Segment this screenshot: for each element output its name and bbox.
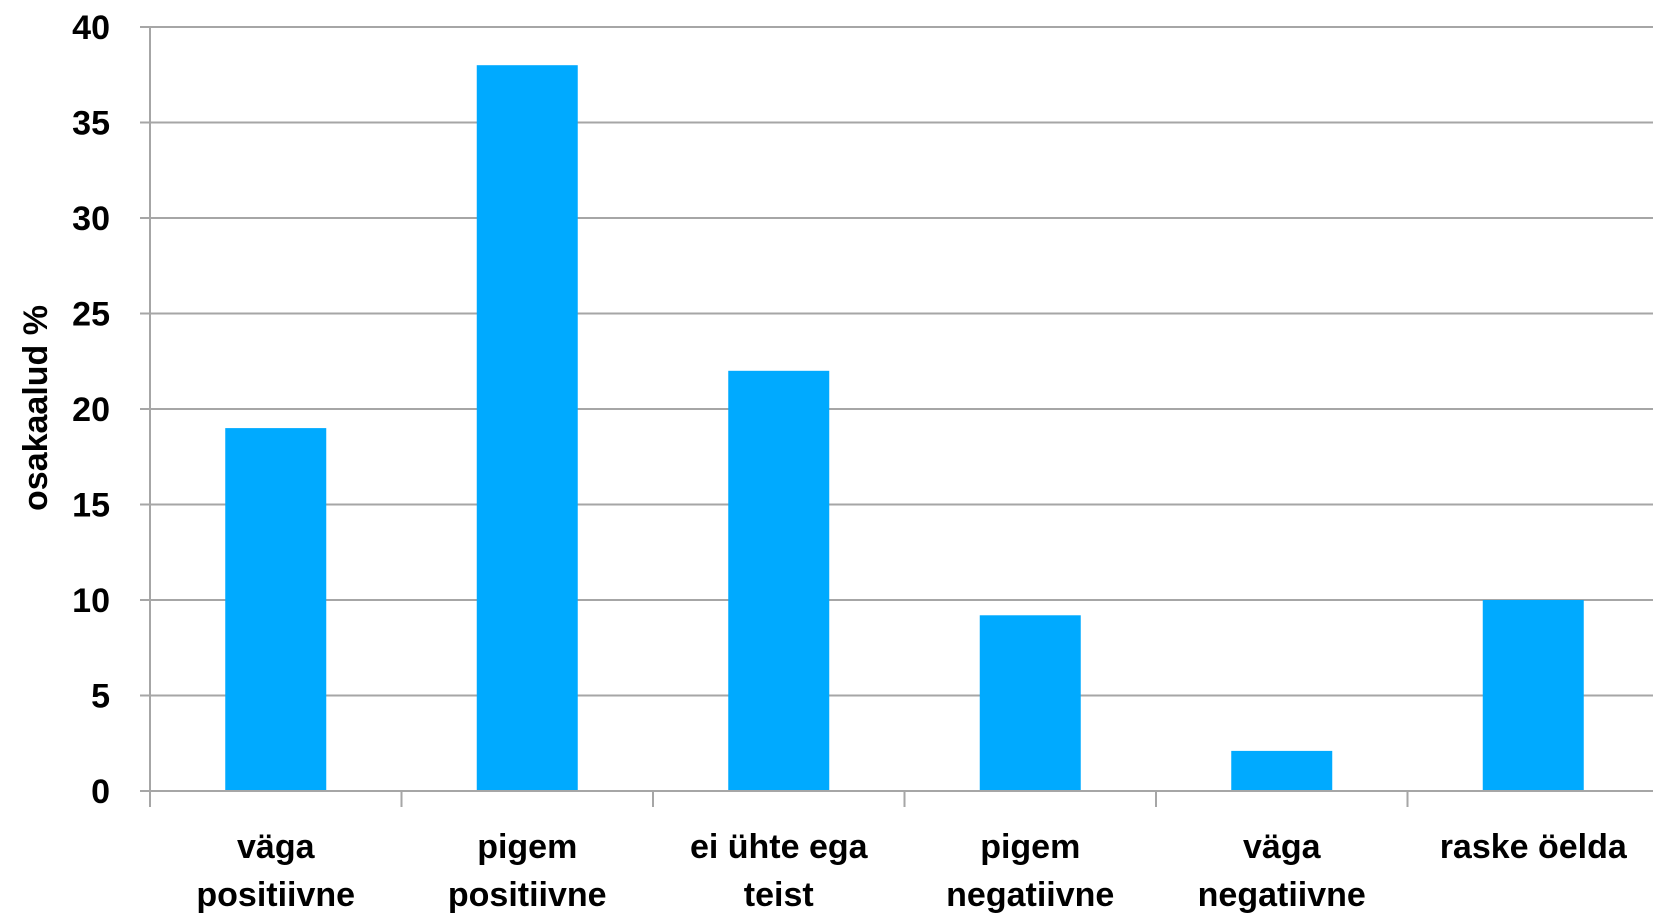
y-tick-label: 40 — [72, 9, 110, 47]
x-category-label: väga — [1243, 828, 1322, 866]
y-tick-label: 20 — [72, 391, 110, 429]
x-category-label: negatiivne — [1198, 876, 1366, 914]
bars — [225, 65, 1584, 791]
x-category-label: ei ühte ega — [690, 828, 869, 866]
y-axis-title: osakaalud % — [17, 305, 55, 511]
bar — [476, 65, 578, 791]
x-category-label: positiivne — [196, 876, 355, 914]
bar — [728, 370, 830, 791]
x-category-label: negatiivne — [946, 876, 1114, 914]
y-tick-label: 15 — [72, 487, 110, 525]
gridlines — [150, 26, 1653, 697]
bar — [1482, 600, 1584, 791]
bar — [1231, 750, 1333, 791]
x-category-label: positiivne — [448, 876, 607, 914]
y-tick-label: 0 — [91, 773, 110, 811]
x-category-label: pigem — [980, 828, 1080, 866]
x-category-label: pigem — [477, 828, 577, 866]
x-category-labels: väga positiivne pigem positiivne ei ühte ega… — [196, 828, 1627, 914]
y-tick-label: 35 — [72, 105, 110, 143]
bar — [225, 428, 327, 791]
axes — [140, 26, 1653, 807]
x-category-label: teist — [744, 876, 814, 914]
x-category-label: väga — [237, 828, 316, 866]
y-tick-label: 30 — [72, 200, 110, 238]
x-category-label: raske öelda — [1440, 828, 1628, 866]
bar — [979, 615, 1081, 791]
y-tick-labels: 0 5 10 15 20 25 30 35 40 — [72, 9, 110, 811]
y-tick-label: 5 — [91, 678, 110, 716]
y-tick-label: 10 — [72, 582, 110, 620]
y-tick-label: 25 — [72, 296, 110, 334]
